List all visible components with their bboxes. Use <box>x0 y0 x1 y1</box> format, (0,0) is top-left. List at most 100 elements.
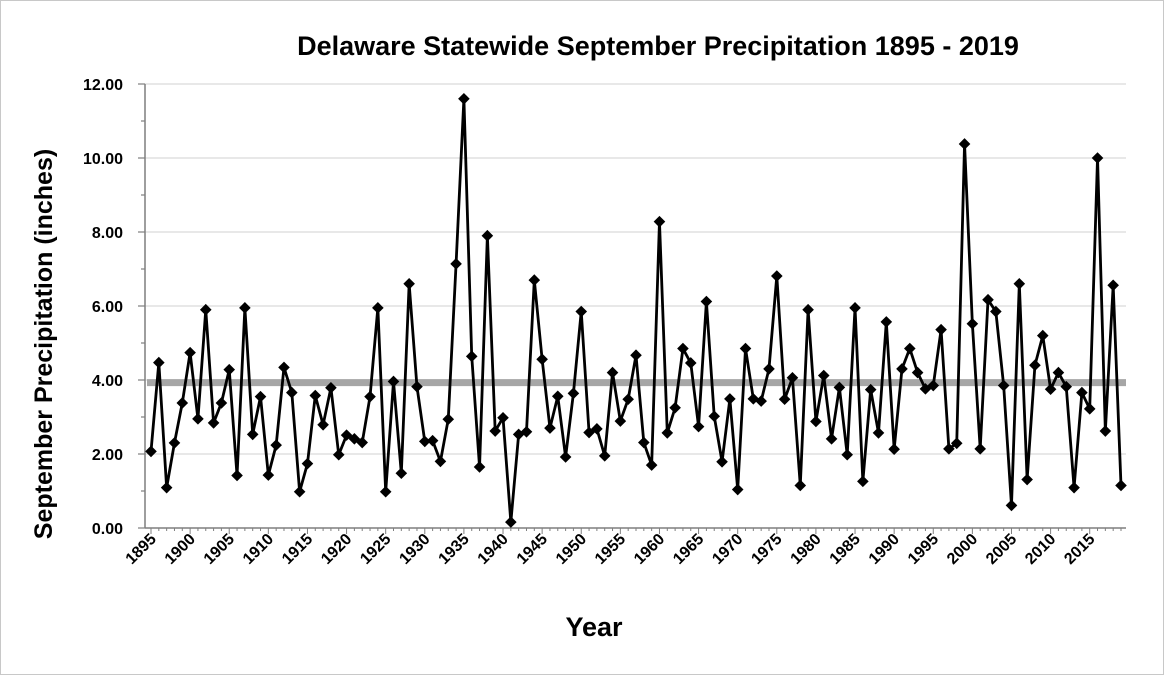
y-tick-label: 0.00 <box>92 521 123 538</box>
x-tick-label: 1950 <box>553 531 590 568</box>
data-point <box>379 485 392 498</box>
x-tick-label: 2010 <box>1022 531 1059 568</box>
data-point <box>802 303 814 316</box>
data-point <box>1060 380 1073 393</box>
data-point <box>559 451 572 463</box>
data-point <box>1091 152 1104 164</box>
x-tick-labels: 1895 1900 1905 1910 1915 1920 1925 1930 1935 1940… <box>123 531 1099 568</box>
data-point <box>1021 473 1033 486</box>
data-point <box>935 323 947 336</box>
data-point <box>778 393 791 406</box>
x-tick-label: 1945 <box>514 531 551 568</box>
x-tick-label: 1985 <box>827 531 864 568</box>
data-point <box>771 270 783 282</box>
data-point <box>442 413 455 426</box>
data-point <box>653 215 666 228</box>
data-point <box>669 401 681 414</box>
data-point <box>708 410 721 423</box>
data-point <box>1052 366 1065 379</box>
data-point <box>982 293 994 306</box>
x-tick-label: 1925 <box>357 531 394 568</box>
data-point <box>786 371 799 384</box>
x-tick-label: 1980 <box>788 531 825 568</box>
data-point <box>677 342 689 355</box>
y-tick-label: 6.00 <box>92 299 123 316</box>
x-axis-title: Year <box>565 612 623 642</box>
data-point <box>763 363 775 375</box>
data-point <box>1076 386 1088 399</box>
x-tick-label: 1965 <box>670 531 707 568</box>
data-point <box>458 93 470 105</box>
data-point <box>505 516 517 528</box>
data-point <box>372 302 384 314</box>
data-point <box>207 417 220 429</box>
y-tick-label: 2.00 <box>92 447 123 464</box>
data-point <box>309 389 322 402</box>
data-point <box>731 483 744 496</box>
x-tick-label: 1935 <box>436 531 473 568</box>
data-point <box>692 420 705 433</box>
data-point <box>411 380 423 393</box>
data-point <box>317 418 329 431</box>
data-point <box>332 448 345 461</box>
data-point <box>450 258 462 270</box>
data-point <box>239 302 251 314</box>
data-point <box>614 415 627 427</box>
y-tick-label: 4.00 <box>92 373 123 390</box>
x-tick-label: 1910 <box>240 531 277 568</box>
x-tick-label: 2000 <box>944 531 981 568</box>
data-point <box>943 443 955 455</box>
x-tick-label: 1970 <box>709 531 746 568</box>
x-tick-label: 2015 <box>1061 531 1098 568</box>
data-point <box>747 393 760 405</box>
axes <box>138 83 1126 534</box>
data-point <box>465 350 478 363</box>
data-point <box>864 383 877 396</box>
data-point <box>622 393 634 406</box>
data-point <box>872 427 885 439</box>
data-point <box>1013 278 1026 290</box>
data-point <box>591 423 603 435</box>
data-point <box>966 317 979 330</box>
data-point <box>489 425 501 437</box>
data-point <box>153 356 165 369</box>
data-point <box>1107 279 1119 292</box>
data-point <box>974 443 986 455</box>
data-point <box>551 390 564 403</box>
data-point <box>395 467 408 480</box>
data-point <box>716 455 728 468</box>
data-point <box>434 455 447 468</box>
chart-title: Delaware Statewide September Precipitati… <box>297 31 1019 61</box>
data-point <box>348 433 361 445</box>
data-point <box>325 381 337 394</box>
data-point <box>684 357 697 369</box>
data-point <box>356 436 369 449</box>
x-tick-label: 1940 <box>475 531 512 568</box>
data-point <box>278 361 290 374</box>
data-point <box>262 469 275 481</box>
y-tick-label: 12.00 <box>83 77 123 94</box>
data-point <box>841 448 854 461</box>
data-point <box>192 413 204 425</box>
data-point <box>403 278 415 290</box>
data-point <box>426 434 439 447</box>
data-point <box>997 379 1010 392</box>
data-point <box>724 393 736 405</box>
y-tick-label: 8.00 <box>92 225 123 242</box>
data-point <box>857 475 869 488</box>
data-point <box>700 295 713 308</box>
data-point <box>199 303 212 316</box>
data-point <box>888 443 900 455</box>
data-point <box>567 387 580 400</box>
x-tick-label: 1920 <box>318 531 355 568</box>
data-point <box>387 375 400 388</box>
y-tick-label: 10.00 <box>83 151 123 168</box>
data-point <box>896 363 908 375</box>
data-point <box>1068 481 1080 494</box>
data-point <box>849 302 861 314</box>
x-tick-label: 2005 <box>983 531 1020 568</box>
data-point <box>606 366 619 379</box>
data-point <box>176 397 189 409</box>
x-tick-label: 1955 <box>592 531 629 568</box>
